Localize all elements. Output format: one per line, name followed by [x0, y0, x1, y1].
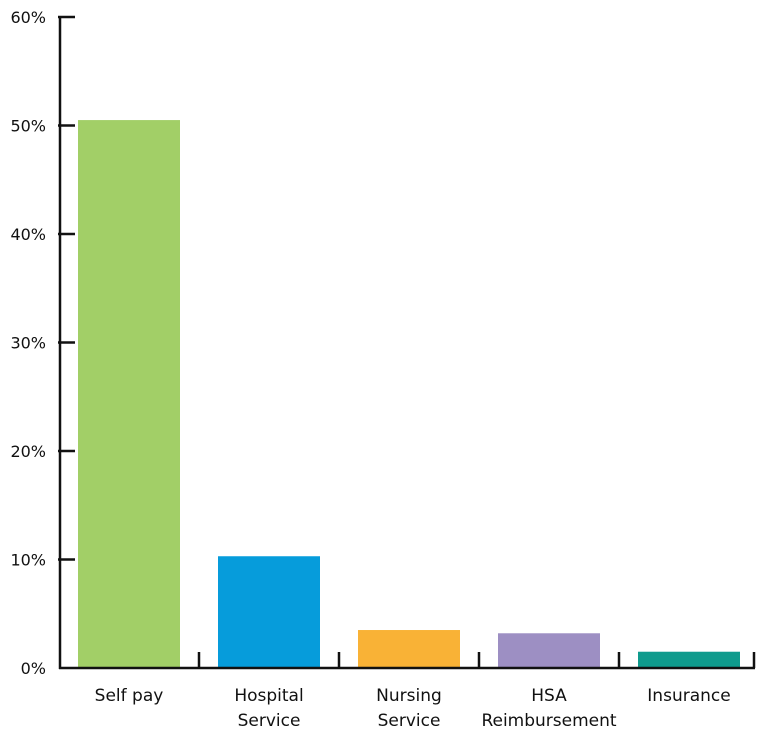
y-tick-label: 0% — [21, 659, 46, 678]
y-tick-label: 50% — [10, 117, 46, 136]
bar — [78, 120, 180, 668]
x-tick-label: Insurance — [647, 686, 730, 706]
y-tick-label: 60% — [10, 8, 46, 27]
x-axis-ticks — [197, 652, 756, 668]
x-tick-label: Nursing Service — [376, 686, 442, 731]
y-axis-ticks: 0% 10% 20% 30% 40% 50% 60% — [10, 8, 75, 678]
bar — [218, 556, 320, 668]
bar — [498, 633, 600, 668]
x-tick-label: Self pay — [95, 686, 164, 706]
bar — [358, 630, 460, 668]
y-tick-label: 20% — [10, 442, 46, 461]
x-axis-labels: Self pay Hospital Service Nursing Service HSA… — [95, 686, 731, 731]
x-tick-label: HSA Reimbursement — [481, 686, 616, 731]
y-tick-label: 30% — [10, 334, 46, 353]
x-tick-label: Hospital Service — [234, 686, 303, 731]
y-tick-label: 40% — [10, 225, 46, 244]
bar — [638, 651, 740, 668]
y-tick-label: 10% — [10, 551, 46, 570]
bars — [78, 120, 740, 668]
